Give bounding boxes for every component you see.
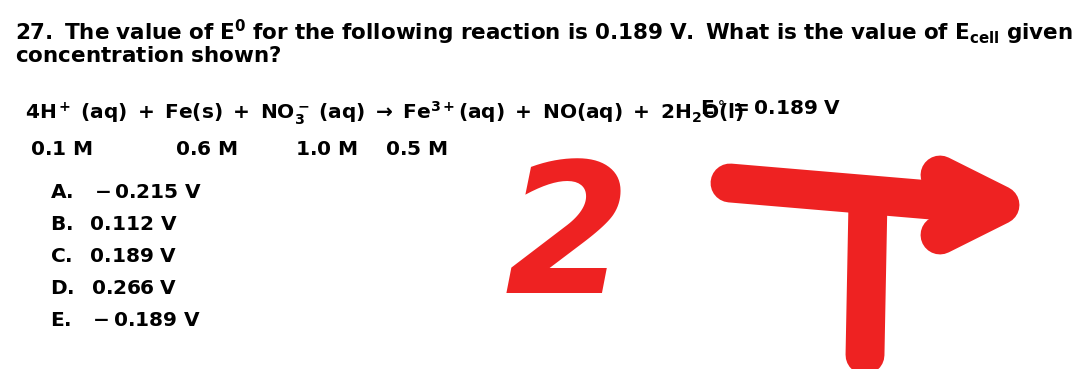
Text: $\mathbf{E.\ \ -0.189\ V}$: $\mathbf{E.\ \ -0.189\ V}$ [50, 311, 201, 330]
Text: 2: 2 [505, 155, 631, 331]
Text: $\mathbf{A.\ \ -0.215\ V}$: $\mathbf{A.\ \ -0.215\ V}$ [50, 183, 202, 202]
Text: $\mathbf{B.\ \ 0.112\ V}$: $\mathbf{B.\ \ 0.112\ V}$ [50, 215, 177, 234]
Text: $\mathbf{27.\ The\ value\ of\ E^0\ for\ the\ following\ reaction\ is\ 0.189\ V.}: $\mathbf{27.\ The\ value\ of\ E^0\ for\ … [15, 18, 1080, 47]
Text: $\mathbf{1.0\ M}$: $\mathbf{1.0\ M}$ [295, 140, 357, 159]
Text: $\mathbf{0.6\ M}$: $\mathbf{0.6\ M}$ [175, 140, 238, 159]
Text: $\mathbf{C.\ \ 0.189\ V}$: $\mathbf{C.\ \ 0.189\ V}$ [50, 247, 177, 266]
Text: $\mathbf{E^\circ = 0.189\ V}$: $\mathbf{E^\circ = 0.189\ V}$ [700, 100, 841, 119]
Text: $\mathbf{0.5\ M}$: $\mathbf{0.5\ M}$ [384, 140, 447, 159]
Text: $\mathbf{4H^+\ (aq)\ +\ Fe(s)\ +\ NO_3^-\ (aq)\ \rightarrow\ Fe^{3+}(aq)\ +\ NO(: $\mathbf{4H^+\ (aq)\ +\ Fe(s)\ +\ NO_3^-… [25, 100, 744, 127]
Text: $\mathbf{D.\ \ 0.266\ V}$: $\mathbf{D.\ \ 0.266\ V}$ [50, 279, 177, 298]
Text: $\mathbf{0.1\ M}$: $\mathbf{0.1\ M}$ [30, 140, 93, 159]
Text: $\mathbf{concentration\ shown?}$: $\mathbf{concentration\ shown?}$ [15, 46, 282, 66]
